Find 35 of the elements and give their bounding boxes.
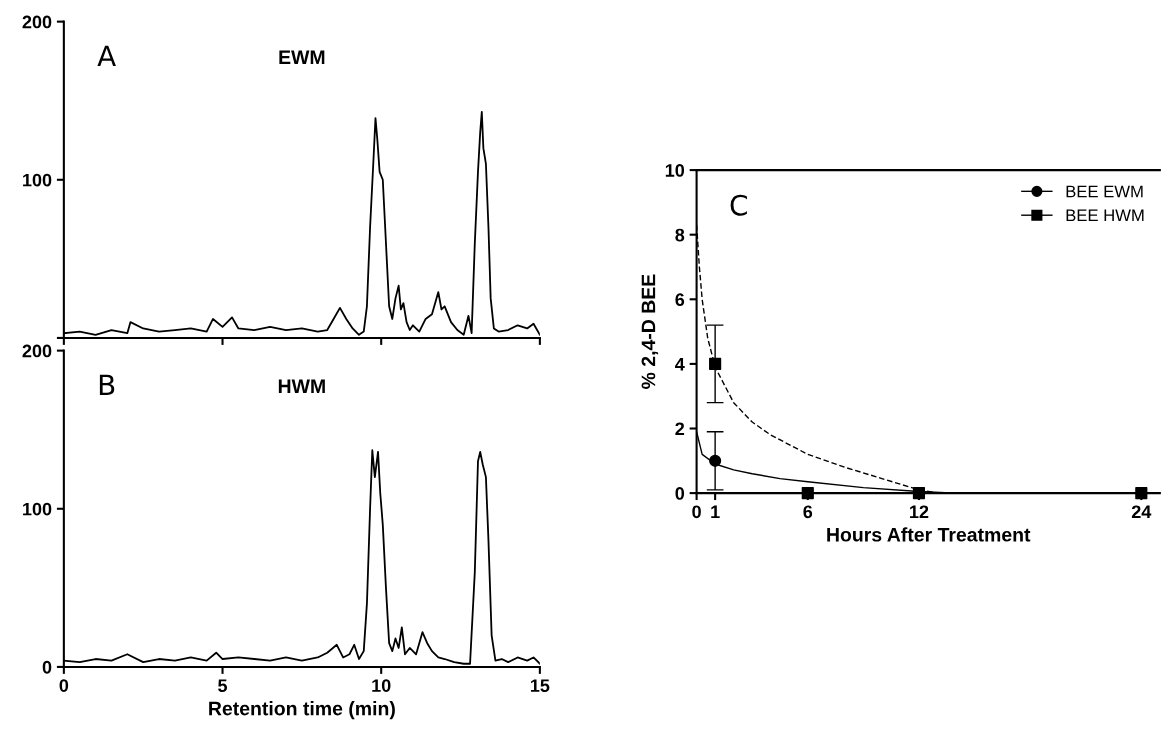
annotation: C <box>730 194 747 216</box>
annotation: A <box>97 45 116 66</box>
y-tick-label: 200 <box>22 15 52 29</box>
y-tick-label: 0 <box>42 660 52 674</box>
x-tick-label: 1 <box>711 505 720 518</box>
text: HWM <box>278 379 325 393</box>
y-tick-label: 8 <box>675 228 685 242</box>
x-tick-label: 0 <box>59 679 69 692</box>
point <box>709 357 722 370</box>
x-tick-label: 24 <box>1131 505 1152 518</box>
y-tick-label: 200 <box>22 344 52 358</box>
y-tick-label: 10 <box>665 164 685 177</box>
x-tick-label: 15 <box>530 679 550 692</box>
legend-label: BEE HWM <box>1066 209 1144 222</box>
x-tick-label: 10 <box>372 679 391 692</box>
point <box>1135 487 1148 500</box>
y-axis-title: % 2,4-D BEE <box>641 274 659 389</box>
point <box>801 487 814 500</box>
x-tick-label: 12 <box>910 505 929 518</box>
y-tick-label: 0 <box>675 487 685 500</box>
point <box>709 454 722 467</box>
text: EWM <box>279 50 325 64</box>
annotation: B <box>99 374 115 395</box>
y-tick-label: 6 <box>675 293 685 307</box>
y-tick-label: 100 <box>23 502 52 516</box>
x-tick-label: 6 <box>803 505 813 519</box>
y-tick-label: 100 <box>23 173 52 187</box>
x-axis-title: Retention time (min) <box>209 701 395 720</box>
x-tick-label: 5 <box>218 679 228 692</box>
y-tick-label: 4 <box>675 358 685 371</box>
x-tick-label: 0 <box>692 505 701 519</box>
x-axis-title: Hours After Treatment <box>827 527 1031 542</box>
point <box>912 487 926 500</box>
legend-label: BEE EWM <box>1066 185 1143 198</box>
y-tick-label: 2 <box>675 422 685 436</box>
